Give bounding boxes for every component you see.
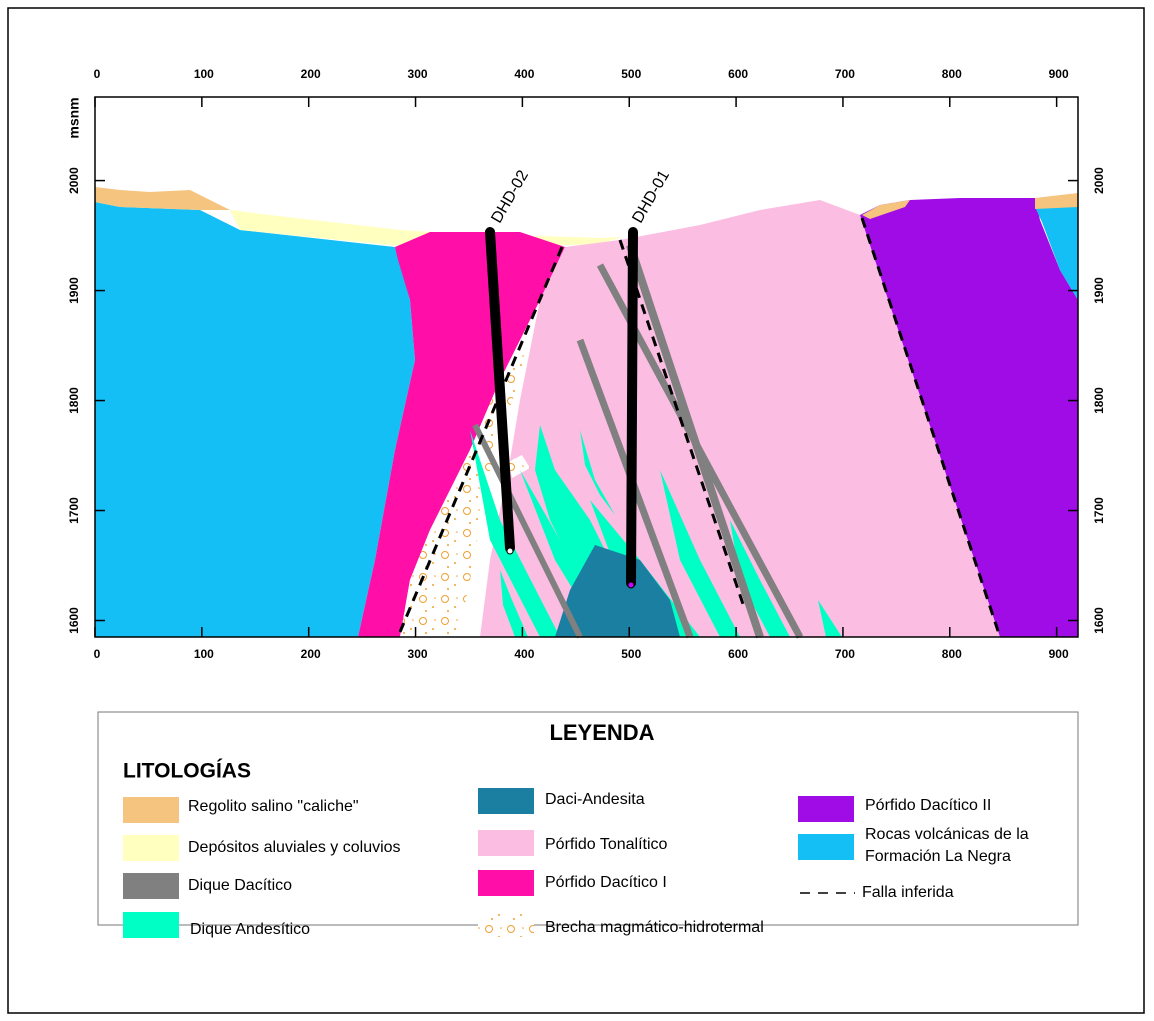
- legend-swatch: [798, 834, 854, 860]
- legend-label: Daci-Andesita: [545, 791, 645, 808]
- y-tick-label: 1800: [1092, 387, 1106, 414]
- legend-swatch: [478, 870, 534, 896]
- y-tick-label: 1900: [67, 277, 81, 304]
- legend-swatch: [123, 873, 179, 899]
- legend-label: Dique Dacítico: [188, 877, 292, 894]
- legend-label: Brecha magmático-hidrotermal: [545, 919, 764, 936]
- legend-label: Pórfido Dacítico II: [865, 797, 991, 814]
- legend-label: Pórfido Tonalítico: [545, 836, 668, 853]
- unit-volcanic: [95, 202, 415, 637]
- y-axis-label: msnm: [66, 97, 82, 138]
- unit-caliche: [1035, 193, 1078, 209]
- x-tick-label: 100: [194, 67, 214, 81]
- x-tick-label: 400: [514, 67, 534, 81]
- legend-swatch: [798, 796, 854, 822]
- y-tick-label: 1900: [1092, 277, 1106, 304]
- x-tick-label: 400: [514, 647, 534, 661]
- y-tick-label: 1800: [67, 387, 81, 414]
- drill-hole-label: DHD-02: [488, 167, 532, 226]
- x-tick-label: 0: [94, 67, 101, 81]
- legend-swatch: [123, 912, 179, 938]
- page: {"map": { "x_axis": {"xlim": [0, 920], "…: [0, 0, 1154, 1021]
- y-tick-label: 1700: [67, 497, 81, 524]
- legend-swatch: [478, 788, 534, 814]
- legend-swatch: [478, 830, 534, 856]
- figure: DHD-02 DHD-01 msnm LEYENDA LITOLOGÍAS 0 0…: [0, 0, 1154, 1021]
- legend-swatch: [123, 835, 179, 861]
- legend-label: Rocas volcánicas de la: [865, 826, 1029, 843]
- y-tick-label: 2000: [1092, 167, 1106, 194]
- legend-label: Formación La Negra: [865, 848, 1011, 865]
- drill-hole-end: [507, 548, 513, 554]
- x-tick-label: 200: [301, 647, 321, 661]
- drill-hole: [631, 232, 633, 583]
- y-tick-label: 1600: [67, 607, 81, 634]
- y-tick-label: 2000: [67, 167, 81, 194]
- legend-label: Falla inferida: [862, 884, 954, 901]
- x-tick-label: 800: [942, 647, 962, 661]
- x-tick-label: 100: [194, 647, 214, 661]
- x-tick-label: 500: [621, 67, 641, 81]
- cross-section: DHD-02 DHD-01: [95, 167, 1078, 637]
- x-tick-label: 500: [621, 647, 641, 661]
- x-tick-label: 900: [1049, 647, 1069, 661]
- x-tick-label: 300: [408, 647, 428, 661]
- legend-label: Dique Andesítico: [190, 921, 310, 938]
- x-tick-label: 600: [728, 647, 748, 661]
- legend-title: LEYENDA: [549, 720, 654, 745]
- legend-label: Depósitos aluviales y coluvios: [188, 839, 401, 856]
- legend-swatch: [123, 797, 179, 823]
- x-tick-label: 800: [942, 67, 962, 81]
- drill-hole-label: DHD-01: [629, 167, 673, 226]
- y-tick-label: 1600: [1092, 607, 1106, 634]
- x-tick-label: 700: [835, 67, 855, 81]
- x-tick-label: 600: [728, 67, 748, 81]
- legend-label: Regolito salino "caliche": [188, 798, 359, 815]
- x-tick-label: 0: [94, 647, 101, 661]
- x-tick-label: 700: [835, 647, 855, 661]
- x-tick-label: 200: [301, 67, 321, 81]
- x-tick-label: 300: [408, 67, 428, 81]
- x-tick-label: 900: [1049, 67, 1069, 81]
- legend-label: Pórfido Dacítico I: [545, 874, 667, 891]
- drill-hole-end: [628, 582, 634, 588]
- legend-section: LITOLOGÍAS: [123, 760, 251, 783]
- legend-swatch: [478, 911, 534, 937]
- y-tick-label: 1700: [1092, 497, 1106, 524]
